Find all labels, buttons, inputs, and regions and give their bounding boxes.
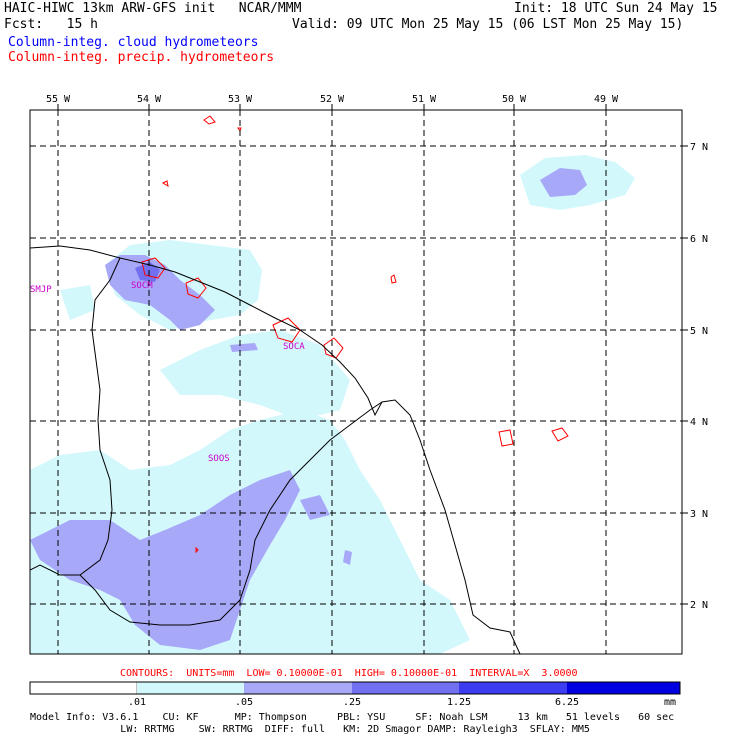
cloud-fill-medium	[30, 168, 587, 650]
lat-ticks	[682, 145, 688, 605]
lat-label: 6 N	[690, 234, 708, 245]
lon-label: 54 W	[137, 94, 162, 105]
lat-label: 5 N	[690, 326, 708, 337]
lat-label: 7 N	[690, 142, 708, 153]
colorbar-label: 6.25	[555, 697, 579, 708]
lon-label: 53 W	[228, 94, 253, 105]
contours-info: CONTOURS: UNITS=mm LOW= 0.10000E-01 HIGH…	[120, 668, 578, 679]
cloud-field-label: Column-integ. cloud hydrometeors	[8, 35, 259, 50]
station-label: SOCM	[131, 281, 153, 291]
lon-label: 51 W	[412, 94, 437, 105]
colorbar-units: mm	[664, 697, 676, 708]
colorbar	[29, 681, 681, 695]
lon-label: 55 W	[46, 94, 71, 105]
precip-field-label: Column-integ. precip. hydrometeors	[8, 50, 275, 65]
lon-label: 52 W	[320, 94, 345, 105]
colorbar-label: .25	[343, 697, 361, 708]
station-label: SOCA	[283, 342, 305, 352]
precip-contours	[141, 115, 569, 554]
valid-time: Valid: 09 UTC Mon 25 May 15 (06 LST Mon …	[292, 17, 684, 32]
hydrometeor-fields	[30, 110, 682, 654]
init-time: Init: 18 UTC Sun 24 May 15	[514, 1, 718, 16]
lat-label: 3 N	[690, 509, 708, 520]
colorbar-label: 1.25	[447, 697, 471, 708]
lon-label: 50 W	[502, 94, 527, 105]
lon-ticks	[57, 104, 607, 110]
lon-label: 49 W	[594, 94, 619, 105]
station-label: SMJP	[30, 285, 52, 295]
coastline	[30, 245, 521, 654]
forecast-hour: Fcst: 15 h	[4, 17, 98, 32]
colorbar-label: .01	[128, 697, 146, 708]
model-info-line2: LW: RRTMG SW: RRTMG DIFF: full KM: 2D Sm…	[30, 724, 590, 735]
lat-label: 4 N	[690, 417, 708, 428]
map-frame	[29, 109, 683, 655]
run-title: HAIC-HIWC 13km ARW-GFS init NCAR/MMM	[4, 1, 302, 16]
model-info-line1: Model Info: V3.6.1 CU: KF MP: Thompson P…	[30, 712, 675, 723]
lat-label: 2 N	[690, 600, 708, 611]
station-label: SOOS	[208, 454, 230, 464]
lat-lon-grid	[30, 110, 682, 654]
colorbar-label: .05	[235, 697, 253, 708]
